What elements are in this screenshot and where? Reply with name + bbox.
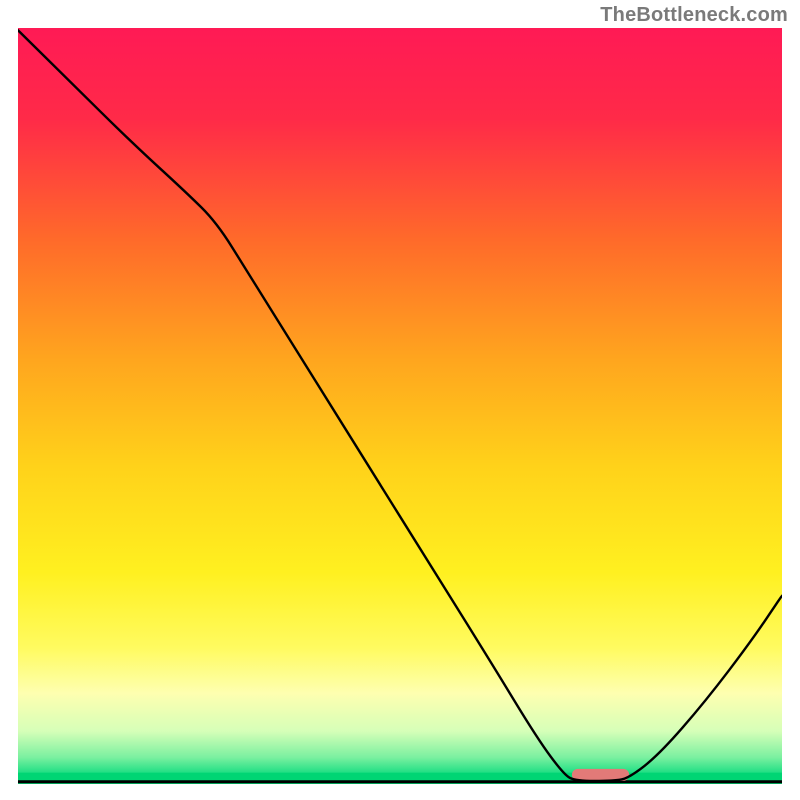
chart-plot-area (18, 28, 782, 784)
watermark-text: TheBottleneck.com (600, 4, 788, 27)
chart-svg (18, 28, 782, 784)
